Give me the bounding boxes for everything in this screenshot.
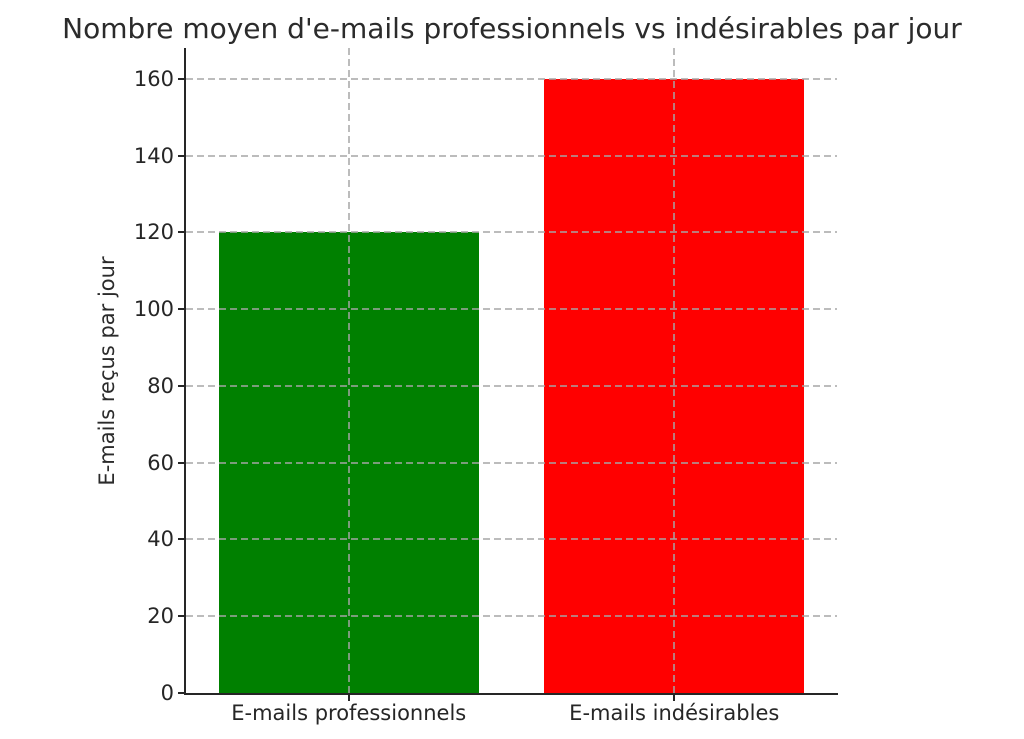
left-spine [184,48,186,695]
y-gridline [186,231,837,234]
y-tick-label: 100 [133,297,174,322]
y-tick-label: 60 [147,450,174,475]
y-tick-label: 160 [133,66,174,91]
y-gridline [186,384,837,387]
x-tick-mark [673,693,676,701]
y-gridline [186,308,837,311]
y-gridline [186,77,837,80]
x-gridline [673,48,676,693]
y-tick-mark [178,308,186,311]
y-gridline [186,615,837,618]
y-tick-label: 120 [133,220,174,245]
y-gridline [186,461,837,464]
y-tick-label: 40 [147,527,174,552]
y-gridline [186,154,837,157]
x-tick-mark [347,693,350,701]
y-tick-mark [178,77,186,80]
y-tick-mark [178,692,186,694]
y-tick-mark [178,615,186,618]
y-tick-label: 80 [147,373,174,398]
bottom-spine [184,693,838,695]
y-tick-mark [178,231,186,234]
y-gridline [186,538,837,541]
y-tick-label: 140 [133,143,174,168]
x-gridline [347,48,350,693]
x-tick-label: E-mails professionnels [231,701,467,725]
y-tick-label: 0 [160,681,174,705]
chart-title: Nombre moyen d'e-mails professionnels vs… [62,12,962,45]
y-tick-label: 20 [147,604,174,629]
y-tick-mark [178,154,186,157]
x-tick-label: E-mails indésirables [569,701,780,725]
y-tick-mark [178,461,186,464]
y-tick-mark [178,538,186,541]
y-tick-mark [178,384,186,387]
